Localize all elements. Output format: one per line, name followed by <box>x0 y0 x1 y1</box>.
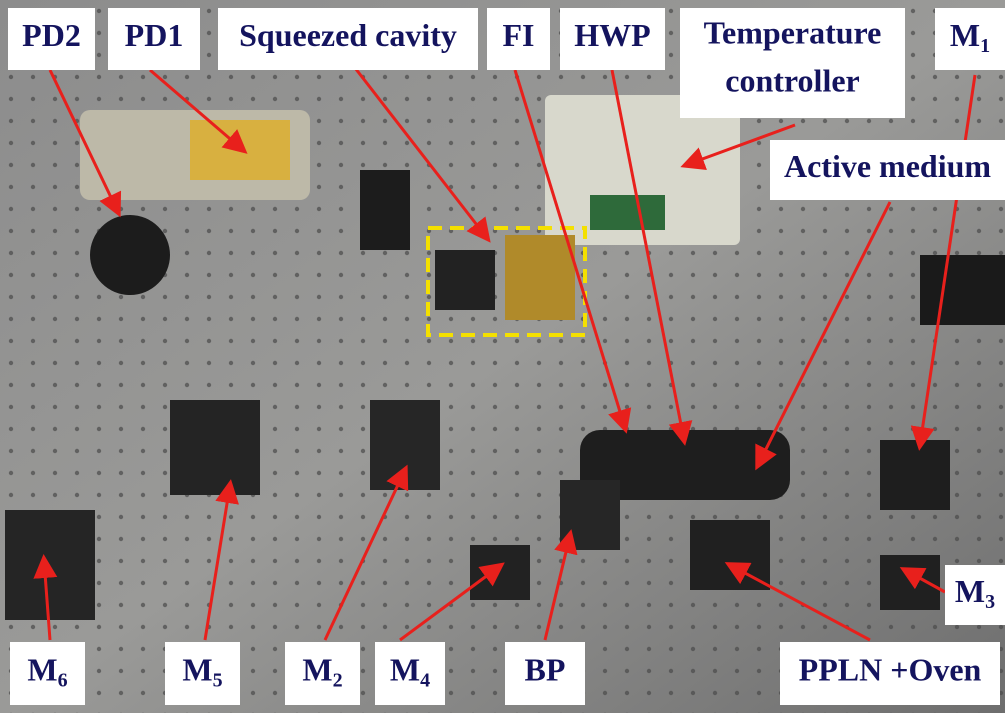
label-text: Temperature <box>704 14 882 50</box>
label-main: PD2 <box>22 17 81 53</box>
label-text: Squeezed cavity <box>239 17 457 53</box>
label-main: HWP <box>574 17 650 53</box>
label-main: M <box>182 652 212 688</box>
label-subscript: 6 <box>58 669 68 691</box>
label-text: PD2 <box>22 17 81 53</box>
label-subscript: 4 <box>420 669 430 691</box>
label-text: HWP <box>574 17 650 53</box>
annotated-photo: PD2 PD1 Squeezed cavity FI HWP Temperature con… <box>0 0 1005 713</box>
label-main: PD1 <box>125 17 184 53</box>
label-main: BP <box>525 652 566 688</box>
label-text: PD1 <box>125 17 184 53</box>
label-subscript: 1 <box>980 35 990 57</box>
label-main: Squeezed cavity <box>239 17 457 53</box>
label-main: M <box>955 573 985 609</box>
label-main: M <box>27 652 57 688</box>
label-text: FI <box>503 17 535 53</box>
label-main: M <box>390 652 420 688</box>
label-text: controller <box>725 62 859 98</box>
label-text: PPLN +Oven <box>799 652 982 688</box>
label-subscript: 2 <box>333 669 343 691</box>
label-text: Active medium <box>784 148 991 184</box>
label-main: M <box>950 17 980 53</box>
label-main: FI <box>503 17 535 53</box>
label-main: Active medium <box>784 148 991 184</box>
label-main: M <box>302 652 332 688</box>
label-subscript: 5 <box>213 669 223 691</box>
label-text: BP <box>525 652 566 688</box>
label-subscript: 3 <box>985 591 995 613</box>
page: PD2 PD1 Squeezed cavity FI HWP Temperature con… <box>0 0 1005 713</box>
label-main: PPLN +Oven <box>799 652 982 688</box>
